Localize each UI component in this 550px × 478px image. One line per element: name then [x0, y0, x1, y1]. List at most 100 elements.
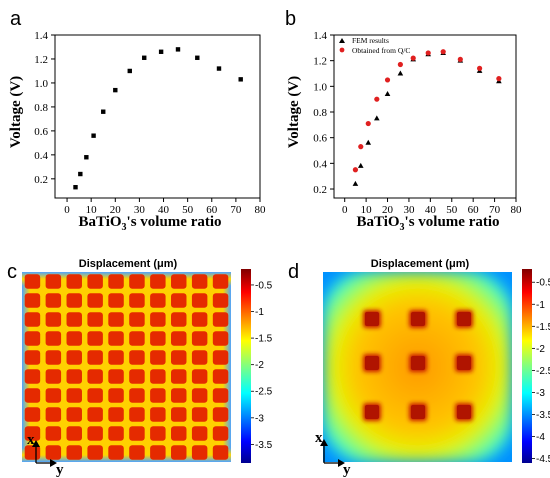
panel-d-cell-core [411, 312, 425, 326]
panel-a-point [84, 155, 89, 160]
panel-c-cell [66, 407, 82, 422]
panel-c-cell [129, 350, 145, 365]
panel-a-ylabel: Voltage (V) [8, 76, 24, 148]
panel-a-xtick-label: 50 [182, 204, 194, 216]
panel-c-cell [212, 388, 229, 403]
panel-c-colorbar-label: -2 [255, 360, 264, 371]
panel-c-cell [212, 350, 229, 365]
panel-c-title: Displacement (μm) [79, 258, 178, 270]
panel-a-ytick-label: 1.0 [34, 78, 48, 90]
panel-c-cell [45, 426, 62, 441]
panel-c-cell [108, 331, 124, 346]
panel-b-xtick-label: 20 [382, 204, 394, 216]
panel-a-point [91, 133, 96, 138]
panel-c-cell [191, 274, 208, 289]
panel-c-colorbar-label: -1 [255, 307, 264, 318]
panel-a-xtick-label: 70 [230, 204, 242, 216]
panel-c-cell [171, 274, 187, 289]
panel-b-scatter: 0 10 20 30 40 50 60 70 80 0.2 0.4 0.6 0.8 1.0 1.2 1.4 F… [286, 30, 522, 233]
panel-c-cell [87, 331, 103, 346]
panel-c-cell [150, 407, 166, 422]
panel-c-cell [24, 426, 41, 441]
panel-a-ytick-label: 1.4 [34, 30, 48, 42]
panel-c-cell [108, 426, 124, 441]
panel-a-xtick-label: 60 [206, 204, 218, 216]
panel-label-d: d [288, 261, 299, 283]
panel-b-qc-point [477, 65, 483, 71]
panel-b-ytick-label: 1.2 [313, 56, 327, 68]
panel-c-cell [108, 274, 124, 289]
panel-c-colorbar-ticks: -0.5 -1 -1.5 -2 -2.5 -3 -3.5 [251, 280, 273, 451]
panel-c-cell [129, 293, 145, 308]
panel-c-cell [24, 312, 41, 327]
panel-d-axes-indicator: x y [315, 430, 351, 478]
panel-a-xtick-label: 20 [110, 204, 122, 216]
panel-c-cell [212, 407, 229, 422]
panel-c-cell [129, 445, 145, 460]
panel-c-heatmap: Displacement (μm) -0.5 -1 -1.5 -2 -2.5 -3 -3.5… [22, 258, 273, 478]
panel-c-cell [191, 331, 208, 346]
panel-c-cell [87, 369, 103, 384]
panel-c-cell [171, 331, 187, 346]
panel-c-cell [24, 350, 41, 365]
panel-a-ytick-label: 0.6 [34, 126, 48, 138]
panel-c-cell [129, 274, 145, 289]
panel-c-cell [66, 274, 82, 289]
panel-c-cell [108, 388, 124, 403]
panel-a-point [101, 109, 106, 114]
panel-a-xlabel-rest: 's volume ratio [127, 214, 222, 230]
panel-c-cell [150, 312, 166, 327]
panel-d-cell-core [365, 356, 379, 370]
panel-c-cell [66, 331, 82, 346]
panel-b-ylabel: Voltage (V) [286, 76, 302, 148]
panel-c-cell [150, 350, 166, 365]
panel-c-cell [191, 407, 208, 422]
panel-c-cell [24, 388, 41, 403]
panel-c-cell [171, 407, 187, 422]
panel-b-fem-point [397, 70, 404, 76]
panel-c-cell [108, 407, 124, 422]
panel-c-cell [24, 331, 41, 346]
panel-b-ytick-label: 0.2 [313, 184, 327, 196]
panel-c-cell [191, 388, 208, 403]
panel-b-fem-point [384, 91, 391, 97]
panel-b-xtick-label: 50 [446, 204, 458, 216]
panel-a-point [142, 55, 147, 60]
panel-a-xtick-label: 40 [158, 204, 170, 216]
panel-d-colorbar-label: -4.5 [536, 454, 550, 465]
panel-d-cell-core [457, 312, 471, 326]
panel-d-colorbar-label: -1.5 [536, 322, 550, 333]
panel-c-cell [66, 312, 82, 327]
panel-c-cell [129, 331, 145, 346]
panel-d-colorbar-label: -1 [536, 300, 545, 311]
panel-c-cell [171, 369, 187, 384]
panel-c-cell [87, 350, 103, 365]
panel-c-cell [108, 369, 124, 384]
panel-b-xtick-label: 0 [342, 204, 348, 216]
panel-c-axes-indicator: x y [27, 432, 64, 478]
panel-a-xlabel: BaTiO3's volume ratio [78, 214, 221, 233]
panel-c-cell [171, 426, 187, 441]
panel-b-ytick-label: 1.0 [313, 81, 327, 93]
legend-qc-label: Obtained from Q/C [352, 46, 410, 55]
panel-d-cell-core [457, 405, 471, 419]
panel-a-point [175, 47, 181, 52]
panel-b-qc-point [440, 49, 446, 55]
panel-d-cell-core [411, 405, 425, 419]
panel-c-cell [45, 312, 62, 327]
panel-a-point [73, 185, 78, 190]
panel-c-cell [191, 312, 208, 327]
panel-a-xtick-label: 10 [86, 204, 98, 216]
panel-b-fem-point [357, 162, 364, 168]
panel-c-cell [150, 445, 166, 460]
panel-c-cell [212, 312, 229, 327]
panel-c-cell [87, 312, 103, 327]
panel-c-cell [87, 274, 103, 289]
panel-c-map [22, 272, 231, 462]
panel-d-colorbar-label: -2.5 [536, 366, 550, 377]
legend-qc-marker [339, 47, 345, 53]
panel-b-qc-point [352, 167, 359, 173]
panel-c-cell [129, 426, 145, 441]
panel-d-colorbar-label: -3 [536, 388, 545, 399]
